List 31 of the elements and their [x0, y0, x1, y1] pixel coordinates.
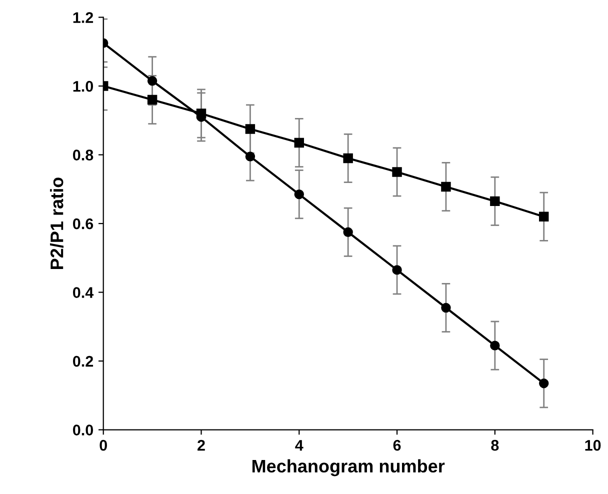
y-tick-label: 0.8 [73, 150, 94, 160]
y-tick-label: 1.0 [73, 80, 94, 92]
point [294, 189, 304, 200]
y-tick-label: 0.6 [73, 218, 94, 230]
point [343, 227, 353, 237]
x-tick-label: 6 [393, 440, 401, 451]
point [538, 212, 549, 222]
y-tick-label: 0.4 [73, 287, 94, 298]
point [441, 302, 451, 313]
x-tick-label: 10 [585, 440, 601, 451]
x-tick-label: 0 [100, 440, 107, 451]
x-axis-title: Mechanogram number [252, 459, 445, 476]
point [343, 153, 353, 164]
point [147, 94, 158, 105]
x-tick-label: 4 [295, 440, 304, 451]
point [538, 378, 549, 388]
y-tick-label: 1.2 [73, 12, 94, 23]
x-tick-label: 8 [491, 440, 499, 451]
point [441, 182, 451, 192]
point [490, 340, 500, 350]
y-tick-label: 0.2 [73, 356, 94, 367]
y-tick-label: 0.0 [73, 424, 94, 436]
point [392, 265, 402, 275]
point [392, 167, 402, 177]
point [294, 138, 304, 148]
point [245, 124, 256, 134]
x-tick-label: 2 [198, 440, 205, 451]
point [490, 196, 500, 206]
y-axis-title: P2/P1 ratio [50, 178, 64, 269]
point [245, 152, 256, 162]
point [147, 76, 158, 86]
